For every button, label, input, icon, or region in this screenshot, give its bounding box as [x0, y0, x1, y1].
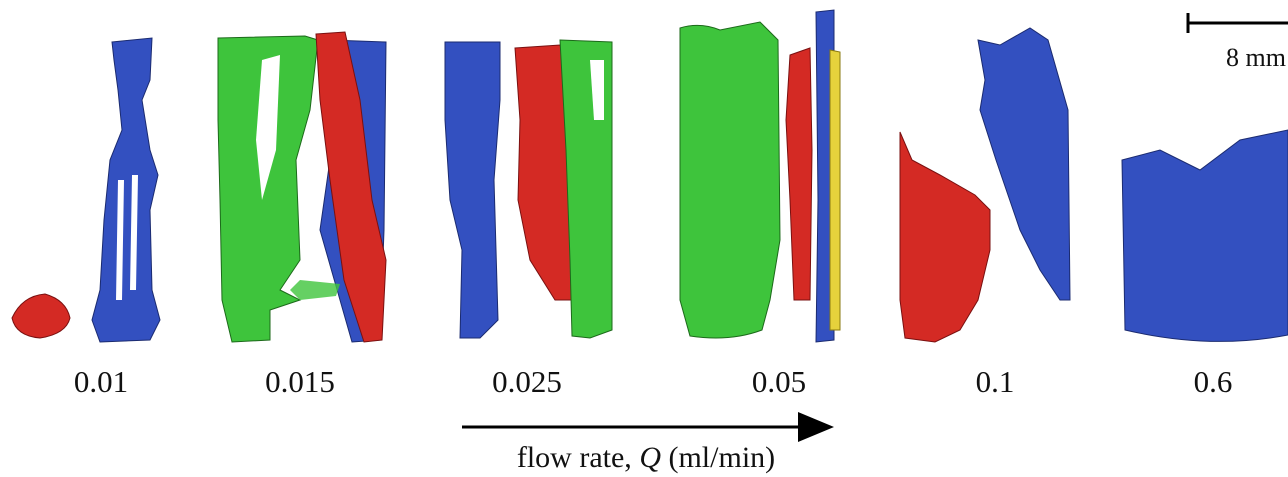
panel-label: 0.025 [492, 364, 562, 399]
axis-label-symbol: Q [639, 441, 661, 474]
render-0-6 [1121, 129, 1288, 342]
render-0-015 [217, 31, 387, 343]
panel-label: 0.6 [1194, 364, 1233, 399]
panel-label: 0.01 [74, 364, 128, 399]
render-0-05 [679, 9, 841, 343]
axis-label-suffix: (ml/min) [661, 441, 775, 474]
panel-label: 0.05 [752, 364, 806, 399]
axis-label: flow rate, Q (ml/min) [517, 441, 775, 474]
scale-bar: 8 mm [1186, 13, 1288, 72]
render-0-01 [11, 37, 161, 343]
panel-label: 0.1 [976, 364, 1015, 399]
render-0-025 [444, 39, 613, 339]
scale-label: 8 mm [1226, 43, 1286, 72]
render-0-1 [899, 27, 1071, 343]
axis-label-prefix: flow rate, [517, 441, 639, 474]
panel-label: 0.015 [265, 364, 335, 399]
